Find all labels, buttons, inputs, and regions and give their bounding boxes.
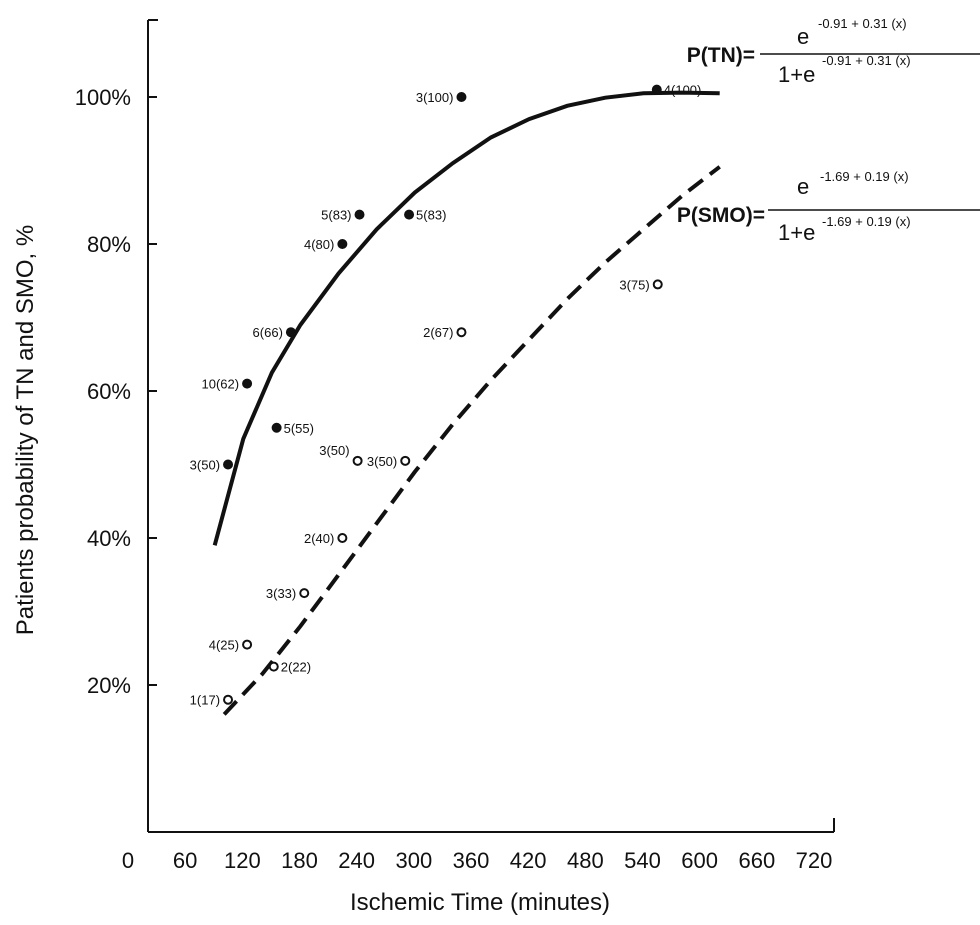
equation-tn-numerator-base: e bbox=[797, 24, 809, 49]
equation-tn: P(TN)= e -0.91 + 0.31 (x) 1+e -0.91 + 0.… bbox=[687, 16, 980, 87]
point-label: 5(83) bbox=[416, 208, 446, 223]
data-points: 3(50) 10(62) 5(55) 6(66) 4(80) 5(83) 5(83) 3(10… bbox=[190, 83, 702, 708]
x-tick-label: 60 bbox=[173, 848, 197, 873]
x-tick-label: 120 bbox=[224, 848, 261, 873]
point-label: 5(55) bbox=[284, 421, 314, 436]
tn-point bbox=[271, 422, 282, 433]
x-tick-label: 0 bbox=[122, 848, 134, 873]
x-ticks: 0 60 120 180 240 300 360 420 480 540 600 660 720 bbox=[122, 848, 832, 873]
y-axis-title: Patients probability of TN and SMO, % bbox=[12, 225, 39, 635]
point-label: 3(33) bbox=[266, 586, 296, 601]
axes bbox=[147, 19, 835, 833]
point-label: 3(75) bbox=[619, 277, 649, 292]
point-label: 1(17) bbox=[190, 693, 220, 708]
smo-point bbox=[337, 533, 348, 543]
point-label: 4(25) bbox=[209, 638, 239, 653]
tn-point bbox=[456, 92, 467, 102]
point-label: 3(50) bbox=[190, 458, 220, 473]
x-tick-label: 600 bbox=[681, 848, 718, 873]
smo-point bbox=[268, 661, 279, 672]
smo-point bbox=[223, 694, 234, 705]
smo-point bbox=[352, 455, 363, 466]
tn-point bbox=[242, 378, 253, 389]
point-label: 2(67) bbox=[423, 325, 453, 340]
x-tick-label: 720 bbox=[796, 848, 833, 873]
x-tick-label: 540 bbox=[624, 848, 661, 873]
equation-smo-numerator-base: e bbox=[797, 174, 809, 199]
point-label: 2(40) bbox=[304, 531, 334, 546]
x-tick-label: 300 bbox=[395, 848, 432, 873]
smo-point bbox=[400, 455, 411, 466]
equation-tn-denominator-exponent: -0.91 + 0.31 (x) bbox=[822, 53, 911, 68]
point-label: 3(50) bbox=[319, 443, 349, 458]
equation-smo-lhs: P(SMO)= bbox=[677, 204, 765, 227]
y-tick-label: 20% bbox=[87, 673, 131, 698]
tn-point bbox=[285, 327, 296, 338]
y-tick-label: 80% bbox=[87, 232, 131, 257]
y-tick-label: 60% bbox=[87, 379, 131, 404]
y-tick-label: 40% bbox=[87, 526, 131, 551]
y-ticks: 20% 40% 60% 80% 100% bbox=[75, 85, 157, 698]
point-label: 6(66) bbox=[253, 325, 283, 340]
x-tick-label: 480 bbox=[567, 848, 604, 873]
equation-smo-numerator-exponent: -1.69 + 0.19 (x) bbox=[820, 169, 909, 184]
point-label: 5(83) bbox=[321, 208, 351, 223]
x-tick-label: 420 bbox=[510, 848, 547, 873]
x-axis-title: Ischemic Time (minutes) bbox=[350, 889, 610, 916]
smo-point bbox=[299, 588, 310, 599]
point-label: 4(80) bbox=[304, 237, 334, 252]
tn-point bbox=[337, 239, 348, 249]
tn-point bbox=[651, 84, 662, 95]
equation-smo: P(SMO)= e -1.69 + 0.19 (x) 1+e -1.69 + 0… bbox=[677, 169, 980, 245]
y-tick-label: 100% bbox=[75, 85, 131, 110]
x-tick-label: 180 bbox=[281, 848, 318, 873]
equation-tn-lhs: P(TN)= bbox=[687, 44, 755, 67]
fit-curves bbox=[212, 90, 721, 716]
equation-tn-denominator-base: 1+e bbox=[778, 62, 815, 87]
tn-point bbox=[404, 209, 415, 220]
equation-tn-numerator-exponent: -0.91 + 0.31 (x) bbox=[818, 16, 907, 31]
smo-point bbox=[242, 639, 253, 650]
fit-curve-psmo bbox=[222, 165, 721, 716]
point-label: 4(100) bbox=[664, 83, 702, 98]
smo-point bbox=[456, 327, 467, 338]
x-tick-label: 240 bbox=[338, 848, 375, 873]
x-tick-label: 660 bbox=[738, 848, 775, 873]
tn-point bbox=[223, 459, 234, 470]
equation-smo-denominator-base: 1+e bbox=[778, 220, 815, 245]
tn-point bbox=[354, 209, 365, 220]
equation-smo-denominator-exponent: -1.69 + 0.19 (x) bbox=[822, 214, 911, 229]
point-label: 3(50) bbox=[367, 454, 397, 469]
x-tick-label: 360 bbox=[453, 848, 490, 873]
point-label: 2(22) bbox=[281, 660, 311, 675]
point-label: 3(100) bbox=[416, 90, 454, 105]
point-label: 10(62) bbox=[202, 377, 240, 392]
smo-point bbox=[652, 279, 663, 290]
fit-curve-ptn bbox=[212, 90, 720, 546]
